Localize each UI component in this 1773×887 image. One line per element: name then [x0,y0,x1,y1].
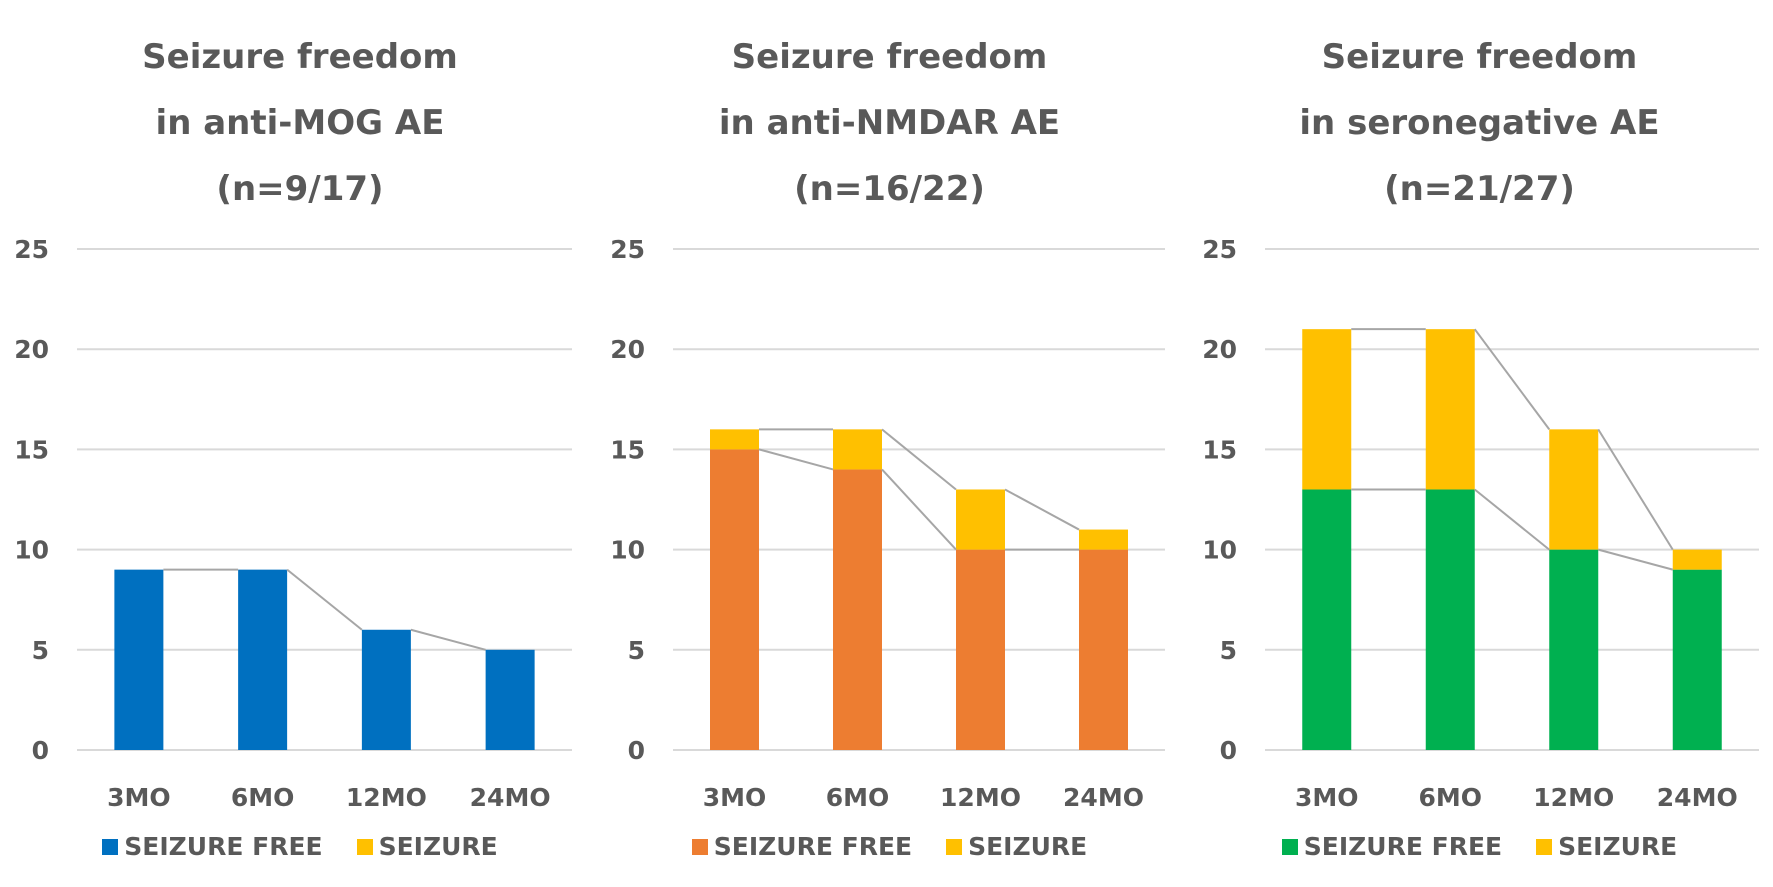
x-tick-label: 12MO [1533,783,1614,812]
series-line [758,448,834,471]
legend-label: SEIZURE FREE [1303,832,1503,861]
x-tick-label: 24MO [470,783,551,812]
bar-seizure [1079,529,1128,550]
bar-seizure [956,489,1005,550]
bar-seizure-free [238,569,288,750]
y-tick-label: 0 [628,736,645,765]
y-tick-label: 20 [1202,335,1237,364]
series-line [1597,548,1674,571]
bar-seizure-free [1549,549,1599,750]
bar-seizure [710,429,759,450]
y-tick-label: 10 [610,536,645,565]
bar-seizure [1549,429,1599,550]
legend-swatch-seizure-free [1281,838,1298,855]
legend-item-seizure-free: SEIZURE FREE [691,832,913,861]
bar-seizure [1672,549,1722,570]
x-tick-label: 3MO [107,783,171,812]
y-tick-label: 0 [32,736,49,765]
chart-title: Seizure freedom in seronegative AE (n=21… [1186,24,1773,222]
chart-legend: SEIZURE FREE SEIZURE [593,832,1186,861]
x-tick-label: 6MO [826,783,890,812]
legend-swatch-seizure-free [102,838,119,855]
chart-title-line-2: in seronegative AE [1299,103,1660,143]
legend-swatch-seizure [1536,838,1553,855]
chart-title: Seizure freedom in anti-NMDAR AE (n=16/2… [593,24,1186,222]
y-tick-label: 5 [1220,636,1237,665]
bar-seizure-free [114,569,164,750]
legend-swatch-seizure [356,838,373,855]
y-tick-label: 15 [610,435,645,464]
legend-swatch-seizure-free [691,838,708,855]
y-tick-label: 20 [610,335,645,364]
x-tick-label: 6MO [231,783,295,812]
chart-legend: SEIZURE FREE SEIZURE [0,832,600,861]
series-line [1473,328,1551,430]
chart-plot: 0 5 10 15 20 25 3MO 6MO 12MO 24MO [14,235,572,812]
chart-plot: 0 5 10 15 20 25 3MO 6MO 12MO 24MO [610,235,1165,812]
legend-label: SEIZURE [378,832,498,861]
series-line [881,428,957,491]
legend-item-seizure-free: SEIZURE FREE [1281,832,1503,861]
bar-seizure-free [485,649,535,750]
chart-title-line-2: in anti-MOG AE [155,103,445,143]
y-tick-label: 10 [14,536,49,565]
series-line [1597,428,1674,551]
series-line [881,468,957,551]
y-tick-label: 10 [1202,536,1237,565]
x-tick-label: 24MO [1063,783,1144,812]
chart-panel-seronegative: Seizure freedom in seronegative AE (n=21… [1186,0,1773,887]
bar-seizure-free [1302,489,1352,750]
bar-seizure [1302,329,1352,490]
legend-swatch-seizure [946,838,963,855]
x-tick-label: 12MO [940,783,1021,812]
y-tick-label: 5 [628,636,645,665]
chart-legend: SEIZURE FREE SEIZURE [1186,832,1773,861]
chart-plot: 0 5 10 15 20 25 3MO 6MO 12MO 24MO [1202,235,1759,812]
chart-title-line-3: (n=16/22) [794,169,985,209]
y-tick-label: 25 [610,235,645,264]
y-tick-label: 20 [14,335,49,364]
bar-seizure [1425,329,1475,490]
legend-item-seizure: SEIZURE [1536,832,1677,861]
x-tick-label: 12MO [346,783,427,812]
legend-item-seizure: SEIZURE [946,832,1087,861]
bar-seizure-free [1079,549,1128,750]
x-tick-label: 24MO [1657,783,1738,812]
series-line [286,568,363,631]
bar-seizure-free [956,549,1005,750]
series-line [1474,488,1550,551]
series-line [1004,488,1080,531]
chart-title: Seizure freedom in anti-MOG AE (n=9/17) [0,24,600,222]
chart-panel-mog: Seizure freedom in anti-MOG AE (n=9/17) … [0,0,600,887]
legend-label: SEIZURE FREE [124,832,323,861]
legend-label: SEIZURE FREE [713,832,913,861]
y-tick-label: 15 [1202,435,1237,464]
bar-seizure-free [1672,569,1722,750]
bar-seizure-free [833,469,882,750]
y-tick-label: 15 [14,435,49,464]
bar-seizure-free [710,449,759,750]
chart-title-line-3: (n=21/27) [1384,169,1575,209]
legend-item-seizure-free: SEIZURE FREE [102,832,323,861]
y-tick-label: 25 [14,235,49,264]
chart-title-line-3: (n=9/17) [216,169,384,209]
y-tick-label: 5 [32,636,49,665]
bar-seizure-free [361,629,411,750]
legend-item-seizure: SEIZURE [356,832,498,861]
chart-title-line-2: in anti-NMDAR AE [718,103,1061,143]
x-tick-label: 6MO [1418,783,1482,812]
chart-title-line-1: Seizure freedom [731,37,1048,77]
y-tick-label: 25 [1202,235,1237,264]
y-tick-label: 0 [1220,736,1237,765]
bar-seizure-free [1425,489,1475,750]
x-tick-label: 3MO [1295,783,1359,812]
series-line [410,628,486,651]
chart-title-line-1: Seizure freedom [142,37,458,77]
bar-seizure [833,429,882,470]
chart-title-line-1: Seizure freedom [1321,37,1638,77]
legend-label: SEIZURE [1558,832,1678,861]
legend-label: SEIZURE [968,832,1088,861]
chart-panel-nmdar: Seizure freedom in anti-NMDAR AE (n=16/2… [593,0,1186,887]
x-tick-label: 3MO [703,783,767,812]
